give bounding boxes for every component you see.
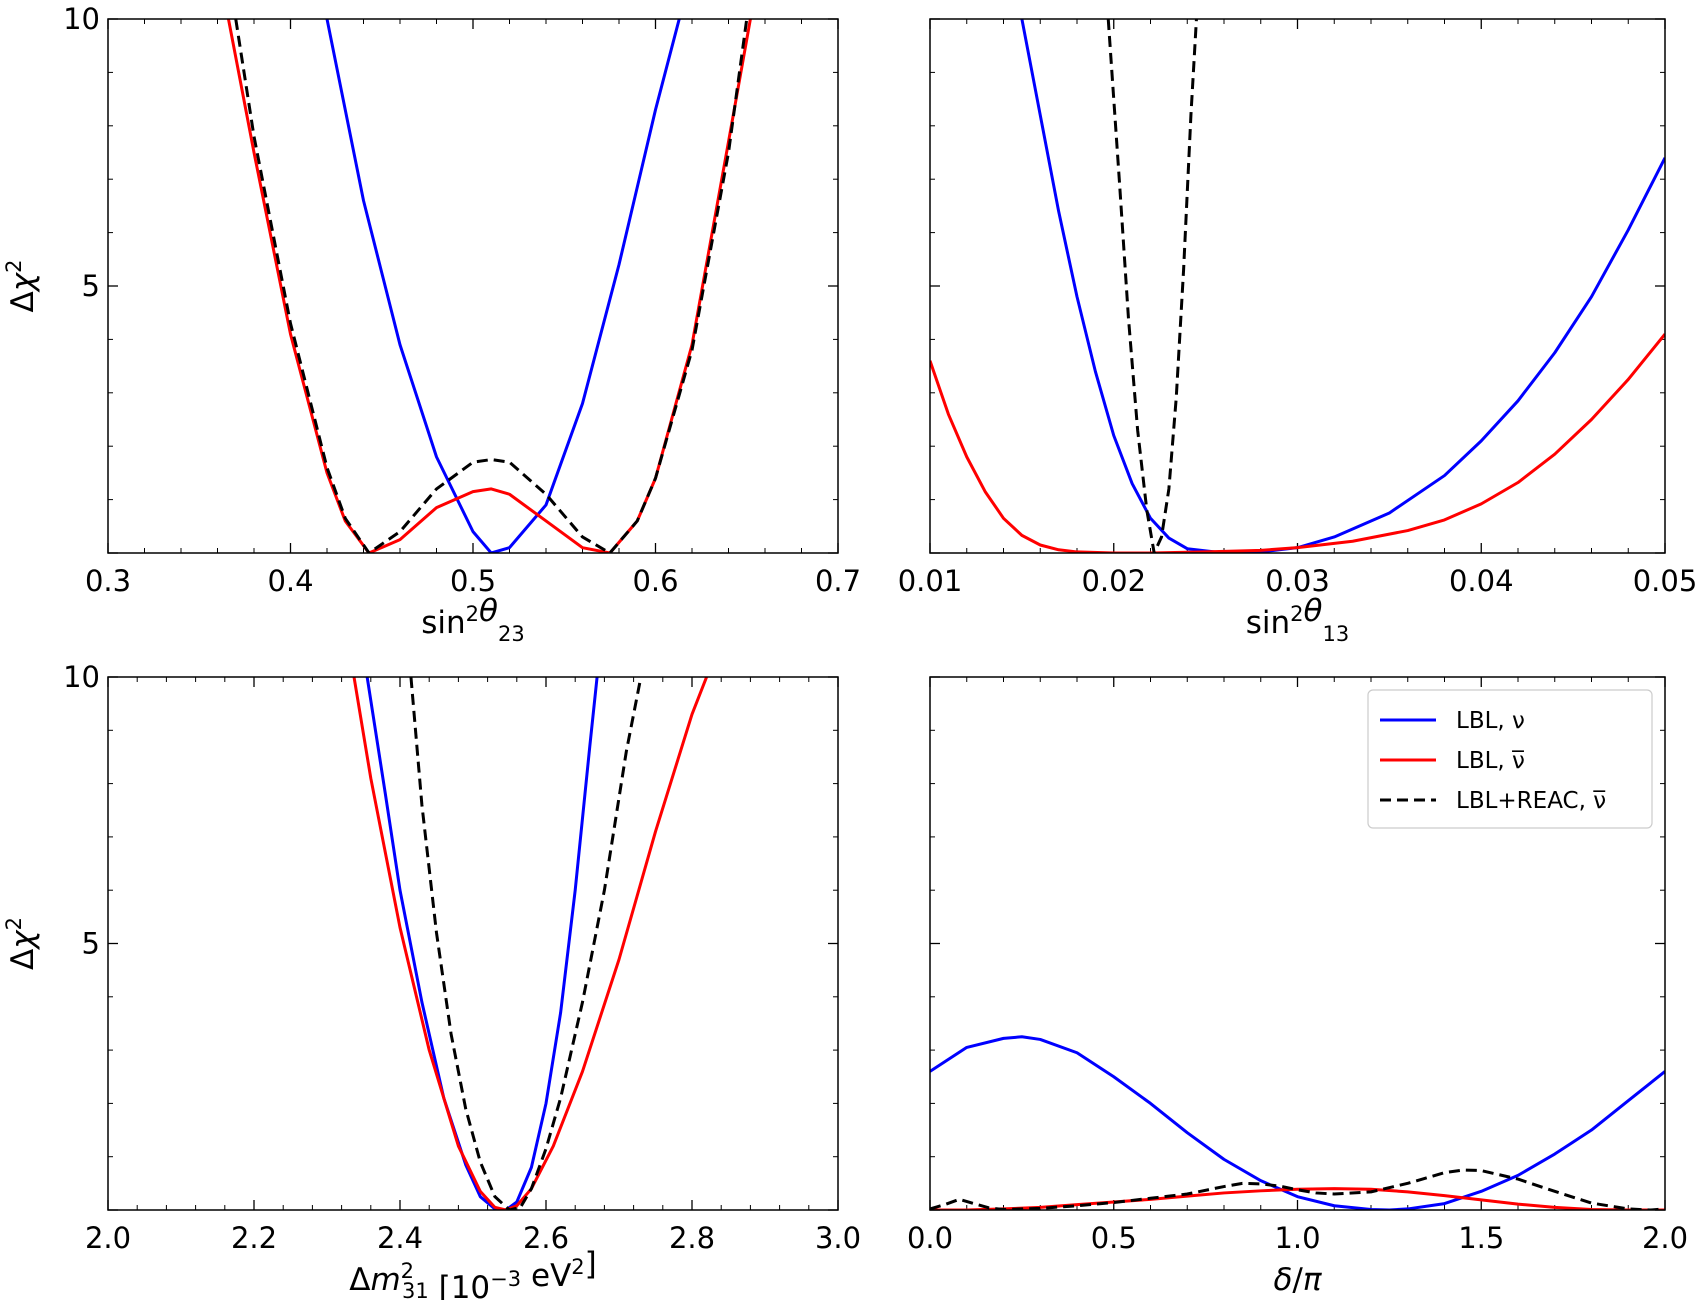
x-tick-label: 0.05 xyxy=(1633,564,1698,598)
series-line-combined xyxy=(930,1168,1665,1210)
x-tick-label: 1.0 xyxy=(1274,1221,1320,1255)
panel-bottom-left: 2.0 2.2 2.4 2.6 2.8 3.0 5 10 Δm2 31 [10−3 eV2] Δχ2 xyxy=(2,660,861,1300)
x-tick-label: 2.6 xyxy=(523,1221,569,1255)
x-tick-label: 0.02 xyxy=(1081,564,1146,598)
panel-frame xyxy=(929,18,1666,554)
x-tick-label: 2.2 xyxy=(231,1221,277,1255)
legend-label-nu: LBL, ν xyxy=(1456,708,1525,734)
x-tick-label: 1.5 xyxy=(1458,1221,1504,1255)
y-tick-label: 10 xyxy=(63,2,100,36)
x-tick-label: 0.3 xyxy=(85,564,131,598)
legend-box xyxy=(1367,689,1653,829)
x-tick-label: 0.4 xyxy=(267,564,313,598)
x-tick-label: 0.7 xyxy=(815,564,861,598)
x-axis-label: sin2θ23 xyxy=(421,593,525,646)
series-line-nubar xyxy=(930,333,1665,553)
series-line-combined xyxy=(234,19,749,553)
series-group xyxy=(226,19,752,553)
x-tick-label: 2.0 xyxy=(85,1221,131,1255)
panel-bottom-right: 0.0 0.5 1.0 1.5 2.0 δ/π xyxy=(907,676,1688,1298)
series-line-combined xyxy=(1106,19,1198,553)
x-tick-label: 2.4 xyxy=(377,1221,423,1255)
panel-frame xyxy=(107,18,839,554)
x-tick-label: 0.04 xyxy=(1449,564,1514,598)
x-tick-label: 2.0 xyxy=(1642,1221,1688,1255)
x-tick-label: 0.5 xyxy=(450,564,496,598)
x-axis-label: δ/π xyxy=(1273,1262,1322,1298)
x-tick-label: 0.5 xyxy=(1091,1221,1137,1255)
y-tick-label: 5 xyxy=(82,927,100,961)
x-tick-label: 0.01 xyxy=(898,564,963,598)
y-axis-label: Δχ2 xyxy=(2,260,41,313)
x-tick-label: 0.6 xyxy=(632,564,678,598)
series-line-nu xyxy=(930,1035,1665,1210)
panel-frame xyxy=(929,676,1666,1211)
x-tick-label: 0.03 xyxy=(1265,564,1330,598)
x-axis-label: sin2θ13 xyxy=(1246,593,1350,646)
panel-frame xyxy=(107,676,839,1211)
series-line-combined xyxy=(409,677,643,1210)
x-tick-label: 2.8 xyxy=(669,1221,715,1255)
y-axis-label: Δχ2 xyxy=(2,917,41,970)
y-tick-label: 5 xyxy=(82,269,100,303)
y-tick-label: 10 xyxy=(63,660,100,694)
x-tick-label: 3.0 xyxy=(815,1221,861,1255)
series-line-nubar xyxy=(352,677,708,1210)
series-line-nu xyxy=(325,19,681,553)
legend: LBL, ν LBL, ν̅ LBL+REAC, ν̅ xyxy=(1367,689,1653,829)
panel-top-left: 0.3 0.4 0.5 0.6 0.7 5 10 sin2θ23 Δχ2 xyxy=(2,2,861,646)
legend-label-combined: LBL+REAC, ν̅ xyxy=(1456,788,1606,814)
x-axis-label: Δm2 31 [10−3 eV2] xyxy=(349,1246,597,1300)
series-group xyxy=(930,1035,1665,1210)
panel-top-right: 0.01 0.02 0.03 0.04 0.05 sin2θ13 xyxy=(898,18,1698,646)
legend-label-nubar: LBL, ν̅ xyxy=(1456,748,1525,774)
x-tick-label: 0.0 xyxy=(907,1221,953,1255)
